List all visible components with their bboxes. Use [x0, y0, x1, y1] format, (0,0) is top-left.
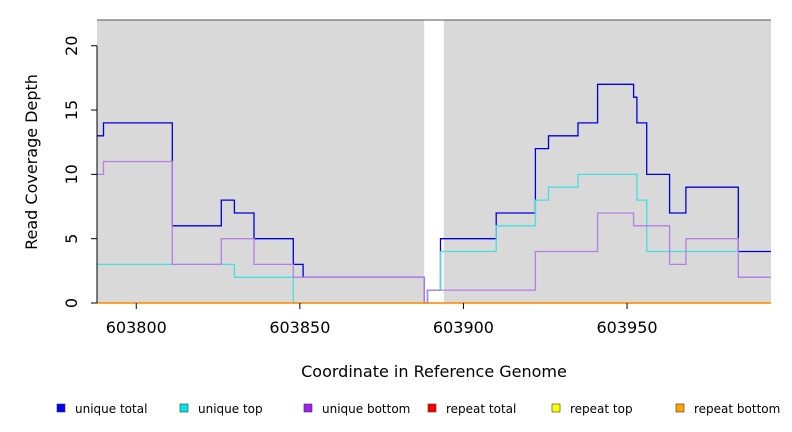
- legend-label-unique-bottom: unique bottom: [322, 402, 410, 416]
- y-tick-label: 20: [62, 36, 81, 56]
- legend-swatch-unique-bottom: [303, 403, 313, 413]
- legend-swatch-repeat-bottom: [675, 403, 685, 413]
- legend-label-unique-top: unique top: [198, 402, 263, 416]
- y-tick-label: 0: [62, 298, 81, 308]
- x-tick-label: 603850: [269, 318, 330, 337]
- x-axis-title: Coordinate in Reference Genome: [301, 362, 567, 381]
- legend-swatch-unique-total: [56, 403, 66, 413]
- y-tick-label: 15: [62, 100, 81, 120]
- legend-label-repeat-bottom: repeat bottom: [694, 402, 780, 416]
- legend-label-repeat-total: repeat total: [446, 402, 516, 416]
- legend-label-unique-total: unique total: [75, 402, 147, 416]
- series-line-unique-bottom: [97, 160, 771, 304]
- series-layer: [97, 83, 771, 304]
- legend: unique total unique top unique bottom repea…: [56, 402, 780, 416]
- axes-layer: 0 5 10 15 20 603800 603850 603900 603950: [62, 36, 658, 337]
- plot-panel: [443, 20, 771, 303]
- x-tick-label: 603800: [106, 318, 167, 337]
- legend-swatch-unique-top: [179, 403, 189, 413]
- y-tick-label: 5: [62, 234, 81, 244]
- y-tick-label: 10: [62, 164, 81, 184]
- legend-swatch-repeat-total: [427, 403, 437, 413]
- plot-background: [97, 19, 771, 303]
- legend-swatch-repeat-top: [551, 403, 561, 413]
- x-tick-label: 603950: [596, 318, 657, 337]
- legend-label-repeat-top: repeat top: [570, 402, 633, 416]
- y-axis-title: Read Coverage Depth: [22, 74, 41, 250]
- series-line-unique-top: [97, 173, 771, 304]
- x-tick-label: 603900: [433, 318, 494, 337]
